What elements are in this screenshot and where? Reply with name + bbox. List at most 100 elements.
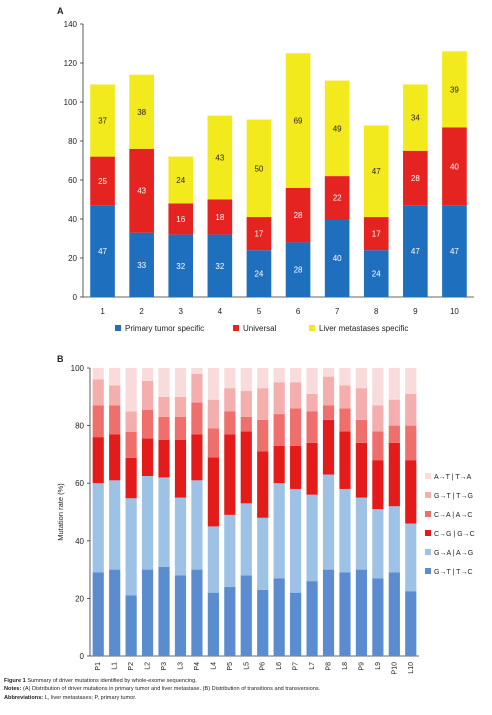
- panel-b-bar-segment: [355, 419, 368, 443]
- panel-a-x-tick-label: 8: [374, 307, 379, 316]
- panel-a-bar-segment: [168, 203, 194, 235]
- panel-b-x-tick-label: L10: [408, 662, 415, 674]
- panel-b-x-tick-label: P2: [128, 662, 135, 671]
- panel-b-bar-segment: [125, 498, 137, 596]
- panel-a-bar-segment: [285, 242, 311, 297]
- panel-b-bar-segment: [405, 368, 417, 394]
- panel-b-bar-segment: [191, 368, 203, 374]
- panel-b-x-tick-label: L4: [210, 662, 217, 670]
- panel-b-bar-segment: [322, 368, 335, 377]
- panel-b-label: B: [57, 354, 64, 364]
- panel-b-bar-segment: [257, 451, 269, 518]
- panel-b-bar-segment: [290, 382, 302, 409]
- panel-a-label: A: [57, 6, 64, 16]
- panel-b-bar-segment: [355, 368, 368, 389]
- panel-b-bar-segment: [109, 480, 121, 570]
- panel-b-bar-segment: [191, 434, 203, 481]
- panel-b-bar-segment: [191, 373, 203, 403]
- panel-a-x-tick-label: 6: [296, 307, 301, 316]
- panel-b-bar-segment: [339, 385, 351, 409]
- panel-a-legend-label: Primary tumor specific: [125, 324, 204, 333]
- panel-b-bar-segment: [207, 368, 219, 400]
- panel-a-data-label: 18: [215, 213, 224, 222]
- panel-b-bar-segment: [322, 474, 335, 570]
- panel-a-bar-segment: [168, 234, 194, 297]
- panel-a-legend-swatch: [115, 325, 121, 331]
- panel-a-data-label: 28: [294, 266, 303, 275]
- panel-b-bar-segment: [290, 445, 302, 489]
- panel-b-bar-segment: [273, 382, 285, 415]
- panel-b-bar-segment: [290, 408, 302, 446]
- panel-b-bar-segment: [109, 434, 121, 481]
- caption-abbreviations: Abbreviations: L, liver metastases; P, p…: [4, 694, 137, 701]
- panel-a-bar-segment: [285, 187, 311, 243]
- panel-a-data-label: 38: [137, 108, 146, 117]
- panel-b-bar-segment: [92, 368, 104, 380]
- panel-a-data-label: 40: [450, 162, 459, 171]
- panel-a-data-label: 24: [254, 270, 263, 279]
- panel-b-legend-swatch: [425, 511, 431, 517]
- panel-a-data-label: 47: [98, 247, 107, 256]
- panel-a-x-tick-label: 9: [413, 307, 418, 316]
- panel-b-x-tick-label: P1: [95, 662, 102, 671]
- panel-b-bar-segment: [388, 506, 400, 573]
- panel-b-bar-segment: [372, 405, 384, 432]
- panel-a-y-tick-label: 20: [68, 254, 77, 263]
- panel-b-x-tick-label: L7: [309, 662, 316, 670]
- panel-b-bar-segment: [388, 442, 400, 507]
- panel-a-bar-segment: [90, 205, 115, 297]
- panel-a-bar-segment: [129, 148, 154, 233]
- panel-a-y-tick-label: 40: [68, 215, 77, 224]
- panel-b-bar-segment: [306, 494, 318, 582]
- panel-b-legend-label: A→T | T→A: [434, 474, 472, 481]
- panel-a-bar-segment: [363, 250, 389, 297]
- panel-a-bar-segment: [363, 125, 389, 218]
- panel-b-bar-segment: [174, 416, 187, 440]
- panel-b-x-tick-label: L8: [342, 662, 349, 670]
- panel-b-legend-swatch: [425, 492, 431, 498]
- panel-b-x-tick-label: P10: [391, 662, 398, 675]
- panel-b-bar-segment: [174, 396, 187, 417]
- panel-a-bar-segment: [207, 234, 233, 297]
- panel-b-chart: 0 20 40 60 80 100 Mutation rate (%) P1 L1 P2 L2 P3 L…: [56, 364, 419, 674]
- panel-b-bar-segment: [240, 431, 252, 504]
- panel-a-y-tick-label: 120: [64, 59, 78, 68]
- panel-b-bar-segment: [372, 368, 384, 406]
- panel-b-x-tick-label: P7: [293, 662, 300, 671]
- panel-b-legend: A→T | T→A G→T | T→G C→A | A→C C→G | G→C G→A …: [425, 473, 475, 576]
- panel-a-bar-segment: [324, 80, 350, 177]
- caption-title: Figure 1 Summary of driver mutations ide…: [4, 678, 197, 684]
- panel-b-bar-segment: [158, 440, 170, 478]
- panel-b-bar-segment: [92, 572, 104, 656]
- panel-b-bar-segment: [141, 380, 154, 410]
- panel-a-data-label: 34: [411, 114, 420, 123]
- panel-a-data-label: 39: [450, 85, 459, 94]
- panel-a-y-tick-label: 100: [64, 98, 78, 107]
- panel-b-bar-segment: [273, 578, 285, 656]
- panel-a-x-tick-label: 3: [179, 307, 184, 316]
- panel-a-bar-segment: [168, 156, 194, 204]
- panel-b-bar-segment: [273, 483, 285, 579]
- panel-b-bar-segment: [158, 396, 170, 417]
- panel-b-x-tick-label: P4: [194, 662, 201, 671]
- panel-b-bar-segment: [405, 460, 417, 524]
- panel-b-bar-segment: [405, 591, 417, 656]
- panel-a-data-label: 25: [98, 177, 107, 186]
- panel-b-bar-segment: [92, 405, 104, 438]
- panel-a-bar-segment: [363, 217, 389, 251]
- panel-a-y-tick-label: 60: [68, 176, 77, 185]
- panel-a-data-label: 40: [333, 254, 342, 263]
- panel-b-x-tick-label: L2: [145, 662, 152, 670]
- panel-b-bar-segment: [355, 388, 368, 420]
- panel-b-bar-segment: [141, 409, 154, 439]
- panel-b-legend-label: G→T | T→G: [434, 493, 473, 500]
- panel-b-bar-segment: [388, 399, 400, 426]
- panel-b-legend-swatch: [425, 568, 431, 574]
- panel-b-x-tick-label: P9: [358, 662, 365, 671]
- panel-b-legend-swatch: [425, 549, 431, 555]
- panel-b-bar-segment: [174, 575, 187, 656]
- panel-b-bar-segment: [273, 414, 285, 446]
- panel-a-data-label: 49: [333, 124, 342, 133]
- panel-b-bar-segment: [191, 402, 203, 435]
- panel-a-data-label: 47: [450, 247, 459, 256]
